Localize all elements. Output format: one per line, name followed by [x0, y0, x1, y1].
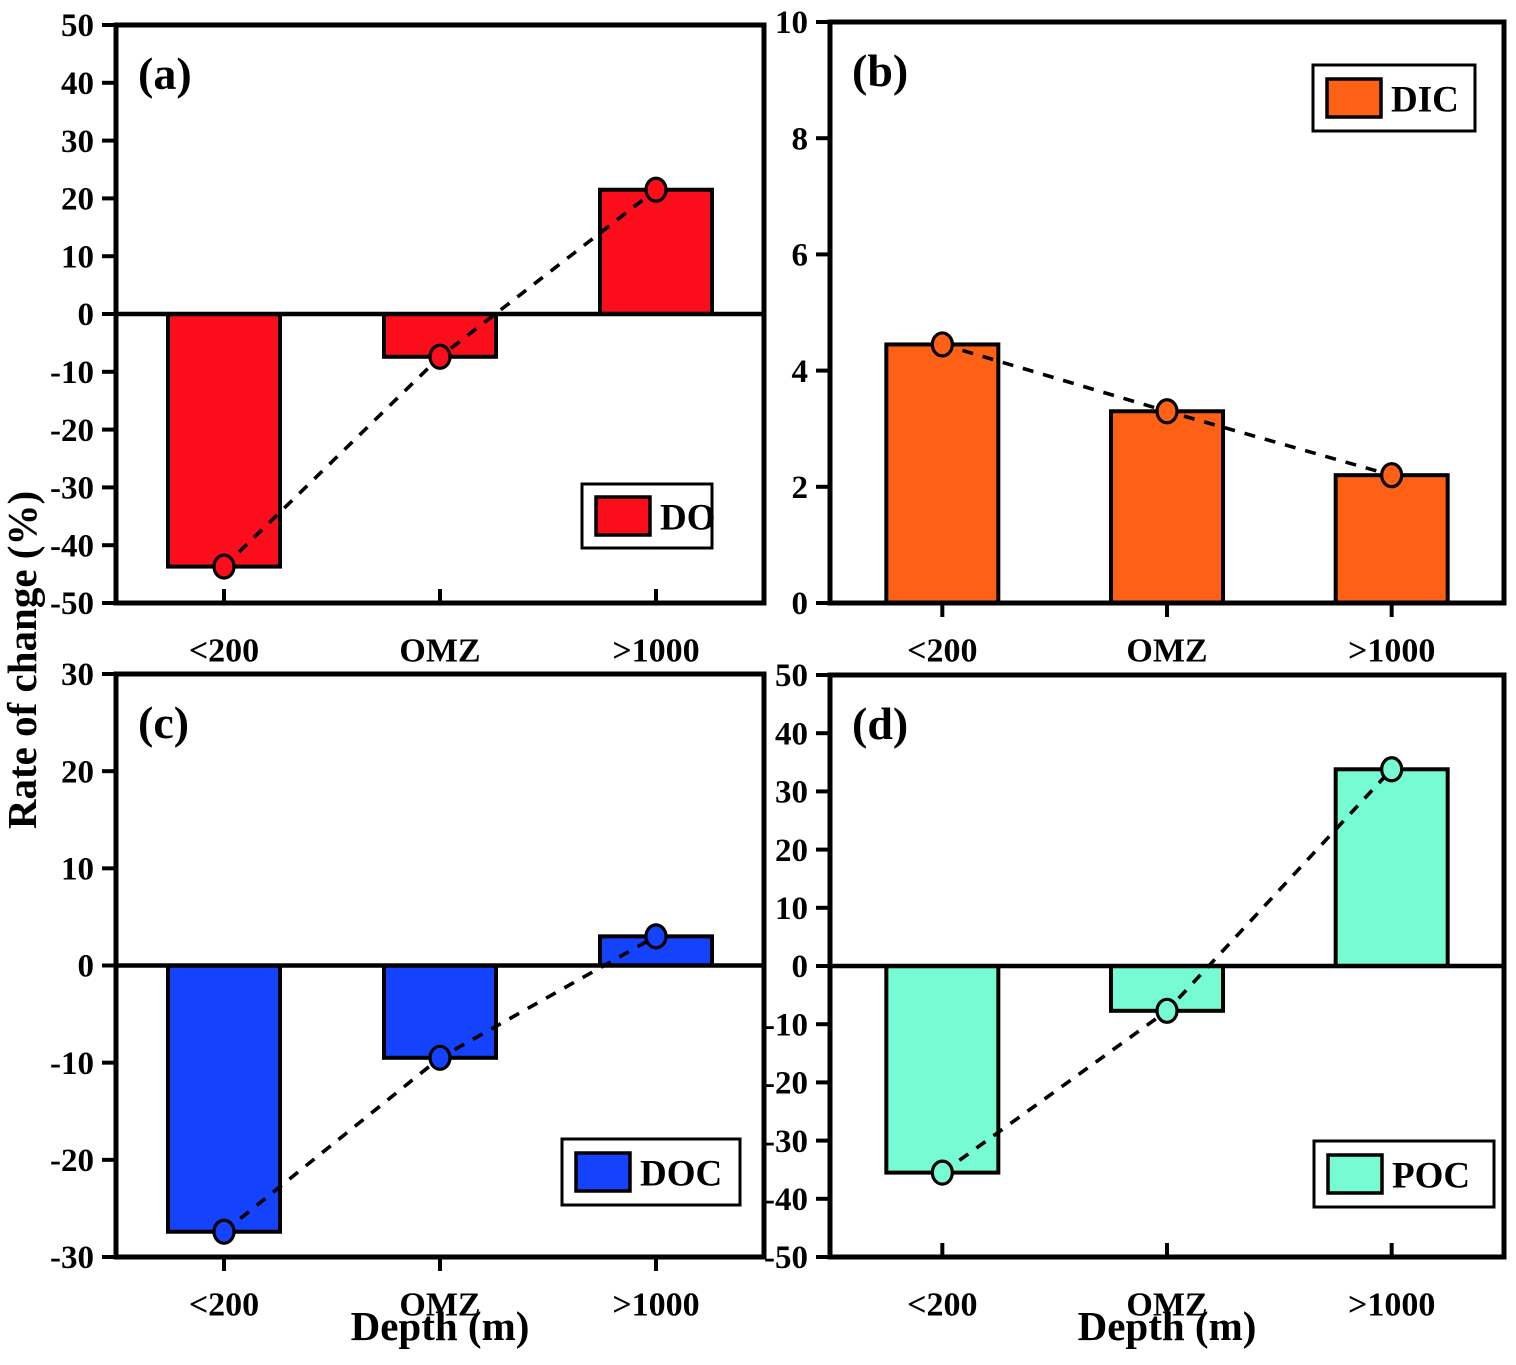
y-tick-label: -30 [764, 1124, 808, 1160]
marker-d-<200 [930, 1159, 954, 1186]
y-tick-label: 10 [61, 852, 94, 888]
y-tick-label: 0 [792, 949, 809, 985]
marker-a-<200 [212, 553, 236, 580]
y-tick-label: 10 [61, 239, 94, 275]
panel-b: 0 2 4 6 8 10 <200 OMZ >1000 (b) DIC [775, 5, 1507, 670]
y-tick-label: -40 [764, 1182, 808, 1218]
y-tick-label: 30 [61, 124, 94, 160]
marker-b->1000 [1380, 462, 1404, 489]
y-tick-label: 20 [61, 182, 94, 218]
x-tick-label: <200 [907, 1287, 977, 1324]
y-tick-label: 40 [775, 716, 808, 752]
y-tick-label: -10 [764, 1007, 808, 1043]
bar-c-<200 [166, 963, 282, 1234]
panel-label-d: (d) [852, 698, 908, 749]
x-tick-label: OMZ [1126, 1287, 1207, 1324]
panel-label-c: (c) [138, 697, 189, 748]
y-tick-label: 50 [775, 658, 808, 694]
x-tick-label: >1000 [1348, 633, 1435, 670]
x-tick-label: OMZ [1126, 633, 1207, 670]
y-tick-label: -40 [50, 528, 94, 564]
y-tick-label: 0 [792, 586, 809, 622]
legend-swatch-DOC [574, 1151, 632, 1193]
y-tick-label: -10 [50, 1046, 94, 1082]
legend-DIC: DIC [1311, 63, 1477, 133]
y-tick-label: -30 [50, 1240, 94, 1276]
x-axis-label-left: Depth (m) [351, 1303, 530, 1349]
y-tick-label: -20 [764, 1066, 808, 1102]
panel-label-b: (b) [852, 45, 908, 96]
y-tick-label: -10 [50, 355, 94, 391]
bar-b-<200 [884, 342, 1001, 605]
bar-d-<200 [884, 964, 1001, 1175]
y-tick-label: 8 [792, 121, 809, 157]
y-tick-label: 2 [792, 470, 809, 506]
marker-a-OMZ [428, 343, 452, 370]
x-tick-label: <200 [189, 633, 259, 670]
x-tick-label: >1000 [1348, 1287, 1435, 1324]
marker-b-OMZ [1155, 398, 1179, 425]
panel-a: -50 -40 -30 -20 -10 0 10 20 30 40 50 <200 OMZ >1000 (a… [50, 8, 767, 670]
panel-c: -30 -20 -10 0 10 20 30 <200 OMZ >1000 (c) DOC [50, 657, 767, 1324]
y-tick-label: 10 [775, 891, 808, 927]
legend-DO: DO [580, 482, 716, 550]
legend-POC: POC [1312, 1139, 1496, 1209]
legend-swatch-DO [594, 495, 652, 537]
legend-label-POC: POC [1392, 1155, 1470, 1196]
bar-a->1000 [598, 187, 714, 316]
marker-b-<200 [930, 331, 954, 358]
marker-d->1000 [1380, 756, 1404, 783]
x-axis-label-right: Depth (m) [1078, 1303, 1257, 1349]
legend-label-DIC: DIC [1391, 79, 1459, 120]
y-tick-label: 50 [61, 8, 94, 44]
marker-c-OMZ [428, 1044, 452, 1071]
y-tick-label: -20 [50, 413, 94, 449]
marker-a->1000 [644, 176, 668, 203]
y-tick-label: 30 [775, 775, 808, 811]
y-tick-label: 6 [792, 238, 809, 274]
x-tick-label: >1000 [612, 633, 699, 670]
y-tick-label: 4 [792, 354, 809, 390]
y-tick-label: 20 [775, 833, 808, 869]
bar-d->1000 [1333, 767, 1450, 968]
x-tick-label: >1000 [612, 1287, 699, 1324]
y-tick-label: 0 [78, 949, 95, 985]
legend-DOC: DOC [560, 1137, 742, 1207]
y-tick-label: -50 [50, 586, 94, 622]
legend-swatch-DIC [1325, 77, 1383, 119]
marker-d-OMZ [1155, 997, 1179, 1024]
legend-swatch-POC [1326, 1153, 1384, 1195]
legend-label-DO: DO [660, 497, 716, 538]
bar-b->1000 [1333, 473, 1450, 605]
y-tick-label: 0 [78, 297, 95, 333]
x-tick-label: <200 [907, 633, 977, 670]
y-tick-label: -20 [50, 1143, 94, 1179]
y-tick-label: -30 [50, 471, 94, 507]
y-axis-label: Rate of change (%) [0, 491, 45, 829]
x-tick-label: <200 [189, 1287, 259, 1324]
y-tick-label: 30 [61, 657, 94, 693]
bar-a-<200 [166, 312, 282, 569]
marker-c-<200 [212, 1218, 236, 1245]
legend-label-DOC: DOC [640, 1153, 722, 1194]
x-tick-label: OMZ [399, 633, 480, 670]
panel-label-a: (a) [138, 48, 192, 99]
y-tick-label: 40 [61, 66, 94, 102]
bar-c-OMZ [382, 963, 498, 1060]
y-tick-label: -50 [764, 1240, 808, 1276]
y-tick-label: 10 [775, 5, 808, 41]
marker-c->1000 [644, 923, 668, 950]
bar-b-OMZ [1109, 409, 1225, 605]
y-tick-label: 20 [61, 754, 94, 790]
panel-d: -50 -40 -30 -20 -10 0 10 20 30 40 50 <200 OMZ >1000 (d… [764, 658, 1507, 1324]
x-tick-label: OMZ [399, 1287, 480, 1324]
